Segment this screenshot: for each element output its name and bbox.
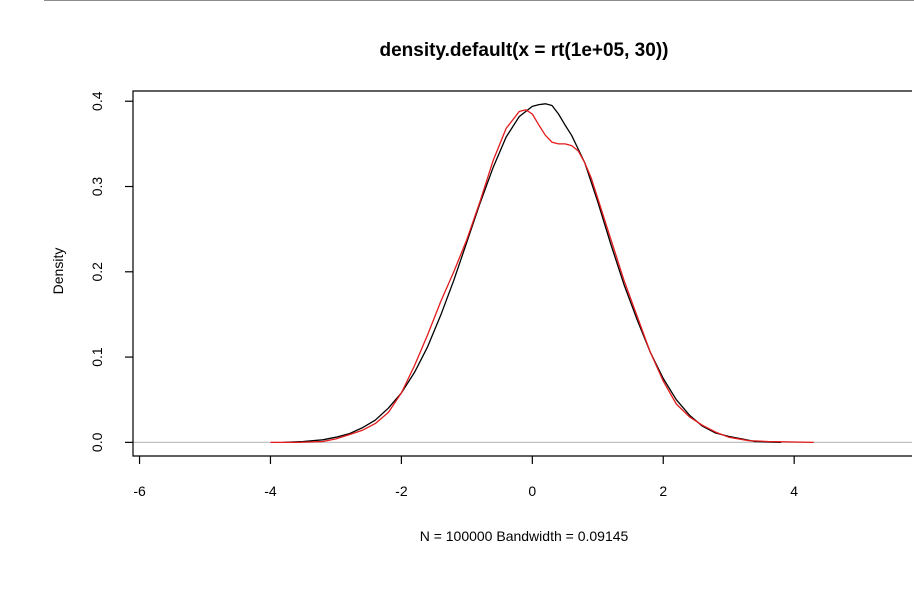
x-tick-label: -4 bbox=[264, 483, 277, 499]
y-tick-label: 0.2 bbox=[89, 262, 105, 282]
x-axis: -6 -4 -2 0 2 4 bbox=[133, 456, 798, 499]
y-axis-label: Density bbox=[50, 248, 66, 295]
density-curve-1 bbox=[283, 103, 782, 444]
chart-title: density.default(x = rt(1e+05, 30)) bbox=[380, 40, 669, 61]
density-curve-2 bbox=[270, 109, 814, 444]
x-axis-label: N = 100000 Bandwidth = 0.09145 bbox=[420, 528, 629, 544]
x-tick-label: 2 bbox=[659, 483, 667, 499]
y-tick-label: 0.4 bbox=[89, 91, 105, 111]
x-tick-label: 4 bbox=[790, 483, 798, 499]
plot-frame-border bbox=[132, 90, 912, 457]
x-tick-label: -2 bbox=[395, 483, 408, 499]
plot-frame bbox=[132, 90, 912, 457]
x-tick-label: -6 bbox=[133, 483, 146, 499]
y-tick-label: 0.1 bbox=[89, 347, 105, 367]
y-tick-label: 0.0 bbox=[89, 432, 105, 452]
top-divider-line bbox=[44, 0, 914, 1]
y-tick-label: 0.3 bbox=[89, 177, 105, 197]
y-axis: 0.0 0.1 0.2 0.3 0.4 bbox=[89, 91, 133, 452]
x-tick-label: 0 bbox=[528, 483, 536, 499]
density-curves bbox=[270, 103, 814, 444]
